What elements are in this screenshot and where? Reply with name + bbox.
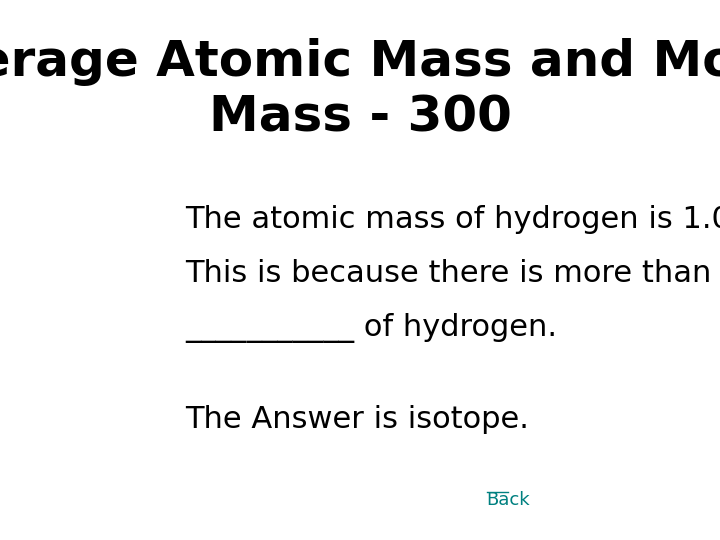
Text: Back: Back (487, 491, 531, 509)
Text: The atomic mass of hydrogen is 1.008 amu.: The atomic mass of hydrogen is 1.008 amu… (185, 205, 720, 234)
Text: This is because there is more than one: This is because there is more than one (185, 259, 720, 288)
Text: ___________ of hydrogen.: ___________ of hydrogen. (185, 313, 557, 343)
Text: Average Atomic Mass and Molar
Mass - 300: Average Atomic Mass and Molar Mass - 300 (0, 38, 720, 141)
Text: The Answer is isotope.: The Answer is isotope. (185, 405, 528, 434)
